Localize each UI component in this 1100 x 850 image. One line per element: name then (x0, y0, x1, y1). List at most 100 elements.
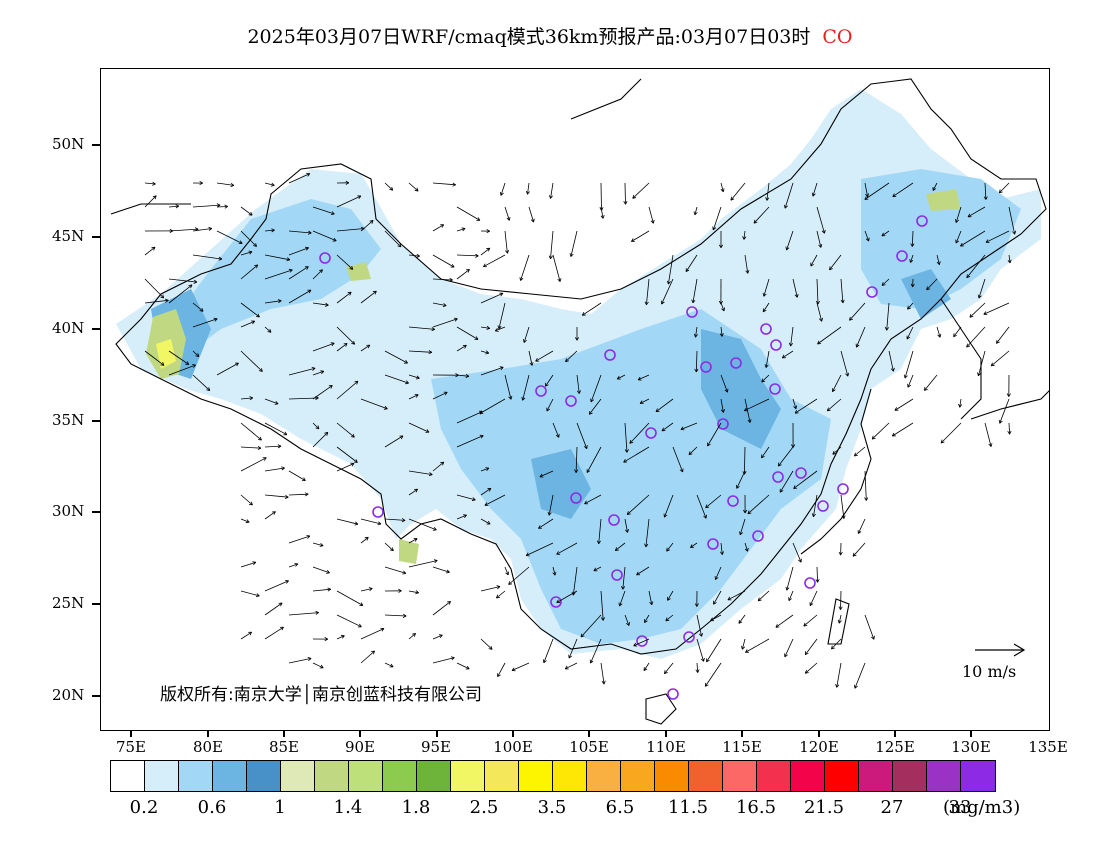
wind-vector-head (351, 463, 355, 467)
wind-vector-head (565, 358, 567, 362)
wind-vector-head (218, 256, 223, 260)
wind-vector-head (280, 602, 283, 607)
wind-vector (264, 467, 285, 472)
wind-vector-head (655, 410, 660, 413)
wind-vector-head (355, 459, 358, 463)
wind-vector-head (765, 364, 769, 368)
wind-vector (999, 182, 1010, 194)
wind-vector-head (307, 232, 312, 235)
wind-vector-head (637, 376, 641, 381)
wind-vector-head (269, 328, 272, 333)
station-marker (707, 538, 719, 550)
wind-vector-head (347, 291, 352, 294)
wind-vector (432, 254, 455, 268)
wind-vector (216, 206, 228, 208)
colorbar-label: 21.5 (803, 797, 845, 818)
wind-vector-head (352, 433, 355, 438)
wind-vector-head (451, 263, 455, 268)
wind-vector-head (852, 552, 855, 557)
wind-vector-head (257, 447, 262, 451)
station-marker (804, 577, 816, 589)
wind-vector (456, 435, 484, 448)
wind-vector-head (881, 232, 884, 237)
wind-vector-head (864, 196, 867, 200)
wind-vector-head (331, 342, 335, 347)
wind-vector (582, 302, 602, 316)
wind-vector-head (872, 437, 876, 440)
wind-vector (761, 374, 770, 383)
wind-vector (264, 398, 279, 405)
colorbar-label: 6.5 (605, 797, 635, 818)
wind-vector (312, 230, 337, 242)
wind-vector-head (236, 362, 239, 367)
wind-vector (556, 542, 578, 555)
wind-vector (713, 590, 722, 605)
station-marker (636, 635, 648, 647)
wind-vector-head (324, 431, 328, 434)
wind-vector-head (555, 434, 560, 438)
wind-vector (966, 254, 986, 279)
wind-vector (288, 535, 311, 544)
wind-vector (590, 638, 602, 664)
lon-label: 105E (569, 738, 609, 756)
wind-vector (955, 206, 962, 223)
wind-vector-head (327, 588, 332, 592)
wind-vector (408, 518, 437, 531)
wind-vector (999, 398, 1010, 424)
lat-label: 35N (52, 411, 85, 429)
wind-vector-head (829, 268, 833, 271)
wind-vector-head (195, 355, 199, 357)
wind-vector-head (865, 497, 869, 501)
wind-vector-head (330, 342, 335, 344)
wind-vector (539, 470, 554, 478)
wind-vector-head (742, 236, 745, 240)
wind-vector (984, 422, 992, 447)
wind-vector (690, 542, 698, 548)
wind-vector (384, 435, 404, 448)
wind-vector (528, 350, 533, 366)
station-marker (769, 383, 781, 395)
wind-vector-head (601, 681, 605, 685)
colorbar-swatch (417, 761, 451, 791)
wind-vector-head (505, 250, 508, 254)
wind-vector (497, 662, 506, 677)
wind-vector-head (246, 519, 250, 523)
wind-vector (852, 542, 866, 557)
wind-vector (288, 563, 299, 568)
wind-vector (575, 446, 578, 473)
wind-vector-head (368, 587, 373, 589)
wind-vector-head (727, 388, 729, 393)
wind-vector-head (164, 298, 169, 301)
wind-vector-head (631, 238, 634, 242)
wind-vector-head (508, 396, 512, 400)
wind-vector (432, 182, 456, 186)
wind-vector-head (831, 647, 835, 650)
wind-vector-head (763, 293, 767, 297)
wind-vector-head (650, 220, 654, 224)
wind-vector-head (739, 532, 743, 536)
wind-vector-head (249, 397, 254, 401)
colorbar-label: 3.5 (537, 797, 567, 818)
wind-vector-head (471, 499, 476, 502)
wind-vector (661, 422, 674, 432)
wind-vector-head (843, 515, 846, 519)
lon-label: 120E (799, 738, 839, 756)
wind-vector-head (691, 299, 694, 304)
wind-vector (786, 230, 794, 251)
wind-vector-head (680, 426, 684, 430)
station-marker (760, 323, 772, 335)
wind-vector (576, 374, 580, 394)
wind-vector-head (618, 602, 620, 607)
wind-vector-head (461, 227, 466, 229)
wind-vector-head (186, 361, 190, 365)
wind-vector-head (977, 372, 979, 376)
wind-vector-head (909, 259, 911, 263)
wind-vector-head (224, 206, 228, 209)
station-marker (667, 688, 679, 700)
wind-vector-head (201, 307, 204, 312)
wind-vector-head (627, 513, 631, 515)
wind-vector (829, 254, 842, 271)
wind-vector-head (160, 364, 165, 366)
wind-vector-head (522, 397, 526, 401)
wind-vector-head (308, 230, 312, 234)
